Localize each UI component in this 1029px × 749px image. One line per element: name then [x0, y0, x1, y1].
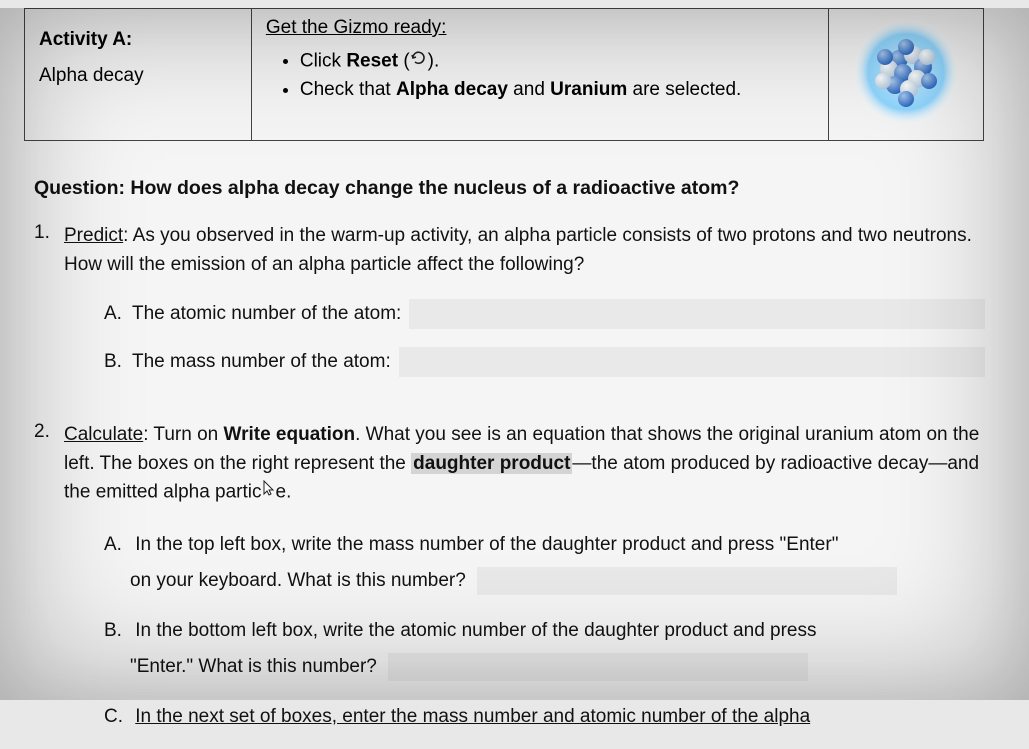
q1b-answer-field[interactable] — [399, 347, 985, 377]
q1a-text: The atomic number of the atom: — [132, 300, 401, 329]
cursor-icon — [262, 478, 276, 507]
q2-end: e. — [276, 481, 292, 502]
q1-item-b: B. The mass number of the atom: — [104, 347, 985, 377]
q2-item-c: C. In the next set of boxes, enter the m… — [104, 699, 985, 735]
step2-pre: Check that — [300, 79, 396, 100]
activity-cell: Activity A: Alpha decay — [25, 9, 252, 141]
activity-name: Alpha decay — [39, 65, 237, 87]
q2-write-eq: Write equation — [224, 424, 356, 445]
q2b-line2: "Enter." What is this number? — [130, 656, 377, 677]
gizmo-cell: Get the Gizmo ready: Click Reset (). Che… — [251, 9, 828, 141]
header-table: Activity A: Alpha decay Get the Gizmo re… — [24, 8, 984, 141]
q1-item-a: A. The atomic number of the atom: — [104, 299, 985, 329]
main-question: Question: How does alpha decay change th… — [34, 177, 985, 200]
q2a-line1: In the top left box, write the mass numb… — [135, 534, 838, 555]
q2b-answer-field[interactable] — [388, 653, 808, 681]
q1-text: : As you observed in the warm-up activit… — [64, 225, 972, 275]
q2-number: 2. — [34, 421, 64, 749]
q2a-answer-field[interactable] — [477, 567, 897, 595]
gizmo-steps-list: Click Reset (). Check that Alpha decay a… — [300, 47, 814, 104]
q2-label: Calculate — [64, 424, 143, 445]
q1-sublist: A. The atomic number of the atom: B. The… — [104, 299, 985, 377]
question-1: 1. Predict: As you observed in the warm-… — [34, 222, 985, 395]
q2a-line2: on your keyboard. What is this number? — [130, 570, 466, 591]
q1-label: Predict — [64, 225, 123, 246]
activity-label: Activity A: — [39, 29, 237, 51]
step1-post: ( — [398, 50, 410, 71]
q2c-text: In the next set of boxes, enter the mass… — [135, 706, 810, 727]
question-2: 2. Calculate: Turn on Write equation. Wh… — [34, 421, 985, 749]
step1-bold: Reset — [346, 50, 398, 71]
step2-mid: and — [508, 79, 550, 100]
q2-item-a: A. In the top left box, write the mass n… — [104, 527, 985, 599]
q2-item-b: B. In the bottom left box, write the ato… — [104, 613, 985, 685]
step2-b2: Uranium — [550, 79, 627, 100]
step2-b1: Alpha decay — [396, 79, 508, 100]
q2-pre: : Turn on — [143, 424, 223, 445]
worksheet-page: { "header": { "activity_label": "Activit… — [0, 8, 1029, 700]
gizmo-step-1: Click Reset (). — [300, 47, 814, 76]
q1a-answer-field[interactable] — [409, 299, 985, 329]
step1-pre: Click — [300, 50, 346, 71]
q1a-letter: A. — [104, 300, 132, 329]
atom-image-cell — [829, 9, 984, 141]
step2-post: are selected. — [627, 79, 741, 100]
gizmo-step-2: Check that Alpha decay and Uranium are s… — [300, 76, 814, 105]
q1-body: Predict: As you observed in the warm-up … — [64, 222, 985, 395]
q1-number: 1. — [34, 222, 64, 395]
q2-body: Calculate: Turn on Write equation. What … — [64, 421, 985, 749]
q2-daughter: daughter product — [411, 453, 572, 474]
q2c-letter: C. — [104, 699, 130, 735]
content-area: Question: How does alpha decay change th… — [0, 141, 1029, 749]
q2a-letter: A. — [104, 527, 130, 563]
atom-nucleus-icon — [851, 17, 961, 127]
q2b-letter: B. — [104, 613, 130, 649]
step1-close: ). — [428, 50, 440, 71]
reset-icon — [410, 47, 428, 76]
q1b-letter: B. — [104, 348, 132, 377]
gizmo-heading: Get the Gizmo ready: — [266, 17, 814, 39]
q2b-line1: In the bottom left box, write the atomic… — [135, 620, 816, 641]
q1b-text: The mass number of the atom: — [132, 348, 391, 377]
q2-sublist: A. In the top left box, write the mass n… — [104, 527, 985, 735]
